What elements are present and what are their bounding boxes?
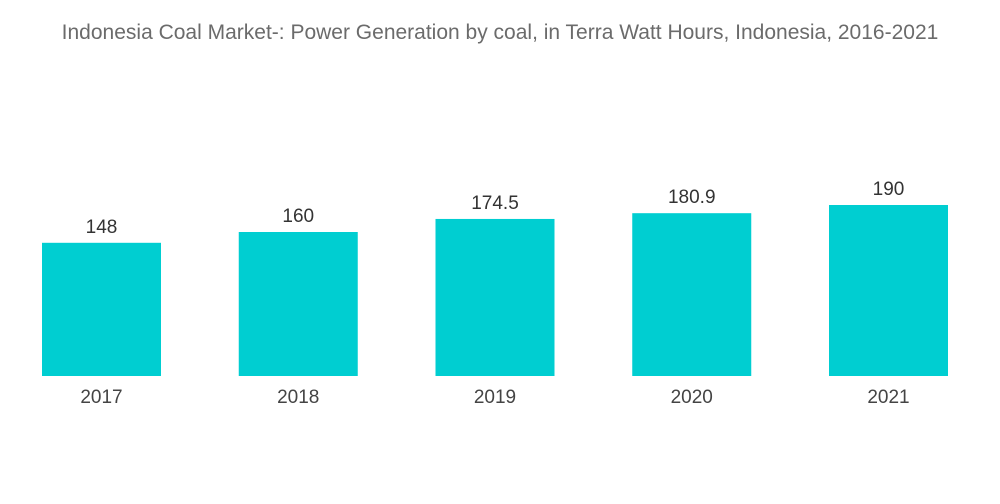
bar-2020 [632, 213, 752, 376]
x-tick-label-2021: 2021 [867, 387, 909, 408]
x-tick-label-2018: 2018 [277, 387, 319, 408]
bar-2021 [829, 205, 948, 376]
value-labels-group: 148 160 174.5 180.9 190 [86, 179, 905, 238]
bar-2019 [435, 218, 555, 376]
bar-2017 [42, 242, 161, 376]
x-tick-label-2019: 2019 [474, 387, 516, 408]
chart-title: Indonesia Coal Market-: Power Generation… [61, 21, 939, 44]
value-label-2017: 148 [86, 217, 118, 238]
bars-group [42, 205, 948, 376]
x-tick-label-2017: 2017 [80, 387, 122, 408]
value-label-2020: 180.9 [668, 187, 716, 208]
value-label-2018: 160 [282, 206, 314, 227]
x-tick-label-2020: 2020 [671, 387, 713, 408]
bar-2018 [238, 232, 358, 376]
value-label-2019: 174.5 [471, 193, 519, 214]
value-label-2021: 190 [873, 179, 905, 200]
x-tick-labels-group: 2017 2018 2019 2020 2021 [80, 387, 909, 408]
